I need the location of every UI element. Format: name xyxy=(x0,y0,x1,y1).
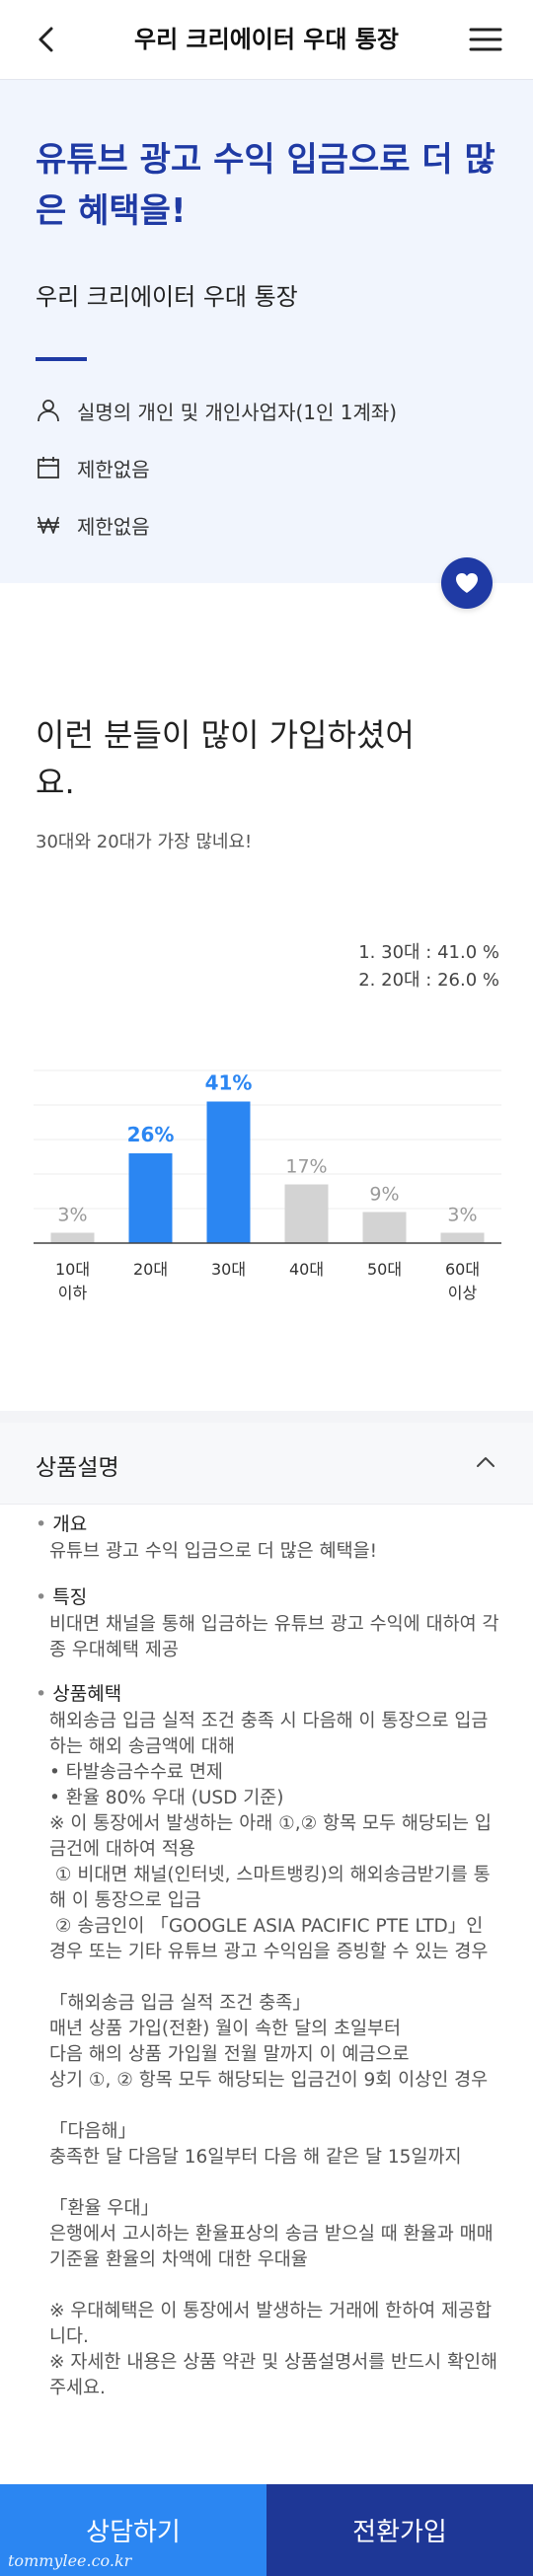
page-title: 우리 크리에이터 우대 통장 xyxy=(134,26,399,53)
chart-data-label: 41% xyxy=(205,1071,253,1095)
product-description-header[interactable]: 상품설명 xyxy=(0,1423,533,1505)
chevron-left-icon[interactable] xyxy=(30,22,65,57)
legend-item-2: 2. 20대 : 26.0 % xyxy=(358,970,499,991)
desc-section-title: 특징 xyxy=(36,1582,499,1612)
chart-category-label: 30대 xyxy=(211,1260,246,1279)
desc-section-title: 상품혜택 xyxy=(36,1679,499,1709)
chart-category-label: 이상 xyxy=(448,1284,478,1302)
chart-category-label: 이하 xyxy=(58,1284,88,1302)
desc-section-text: 비대면 채널을 통해 입금하는 유튜브 광고 수익에 대하여 각종 우대혜택 제… xyxy=(49,1614,499,1660)
heart-icon xyxy=(456,573,478,593)
amount-text: 제한없음 xyxy=(77,514,150,539)
desc-section-overview: 개요 유튜브 광고 수익 입금으로 더 많은 혜택을! xyxy=(36,1509,499,1565)
chart-data-label: 17% xyxy=(285,1156,327,1178)
bottom-cta-bar: 상담하기 전환가입 xyxy=(0,2484,533,2576)
chart-data-label: 26% xyxy=(127,1123,175,1146)
watermark: tommylee.co.kr xyxy=(8,2551,132,2570)
period-text: 제한없음 xyxy=(77,457,150,481)
chart-category-label: 60대 xyxy=(445,1260,480,1279)
chart-data-label: 3% xyxy=(447,1205,477,1226)
product-name: 우리 크리에이터 우대 통장 xyxy=(36,283,298,311)
consult-button[interactable]: 상담하기 xyxy=(0,2484,266,2576)
hamburger-menu-icon[interactable] xyxy=(468,22,503,57)
chart-bar xyxy=(50,1232,95,1243)
period-row: 제한없음 xyxy=(36,453,150,482)
chart-bar xyxy=(284,1184,329,1243)
chart-category-label: 10대 xyxy=(55,1260,90,1279)
desc-section-title: 개요 xyxy=(36,1509,499,1539)
chart-category-label: 50대 xyxy=(367,1260,402,1279)
chart-bar xyxy=(128,1153,173,1243)
hero-headline: 유튜브 광고 수익 입금으로 더 많은 혜택을! xyxy=(36,140,495,231)
convert-signup-button[interactable]: 전환가입 xyxy=(266,2484,533,2576)
chart-data-label: 3% xyxy=(57,1205,87,1226)
product-hero: 유튜브 광고 수익 입금으로 더 많은 혜택을! 우리 크리에이터 우대 통장 … xyxy=(0,80,533,583)
chart-category-label: 20대 xyxy=(133,1260,168,1279)
desc-section-text: 유튜브 광고 수익 입금으로 더 많은 혜택을! xyxy=(49,1541,378,1562)
desc-section-benefits: 상품혜택 해외송금 입금 실적 조건 충족 시 다음해 이 통장으로 입금하는 … xyxy=(36,1679,499,2401)
amount-row: 제한없음 xyxy=(36,510,150,540)
desc-section-features: 특징 비대면 채널을 통해 입금하는 유튜브 광고 수익에 대하여 각종 우대혜… xyxy=(36,1582,499,1663)
stats-heading: 이런 분들이 많이 가입하셨어요. xyxy=(36,716,415,801)
favorite-button[interactable] xyxy=(441,557,493,609)
top-app-bar: 우리 크리에이터 우대 통장 xyxy=(0,0,533,80)
description-title: 상품설명 xyxy=(36,1455,119,1481)
stats-subheading: 30대와 20대가 가장 많네요! xyxy=(36,832,253,852)
calendar-icon xyxy=(38,457,59,478)
chevron-up-icon[interactable] xyxy=(472,1448,499,1476)
eligibility-text: 실명의 개인 및 개인사업자(1인 1계좌) xyxy=(77,400,398,424)
chart-category-label: 40대 xyxy=(289,1260,324,1279)
chart-bar xyxy=(362,1212,407,1243)
desc-section-text: 해외송금 입금 실적 조건 충족 시 다음해 이 통장으로 입금하는 해외 송금… xyxy=(49,1711,498,2398)
chart-legend: 1. 30대 : 41.0 % 2. 20대 : 26.0 % xyxy=(358,939,499,994)
section-divider xyxy=(0,1411,533,1423)
accent-divider xyxy=(36,357,87,361)
chart-bar xyxy=(206,1101,251,1243)
won-icon xyxy=(38,516,59,534)
chart-bar xyxy=(440,1232,485,1243)
chart-data-label: 9% xyxy=(369,1184,399,1206)
legend-item-1: 1. 30대 : 41.0 % xyxy=(358,942,499,963)
person-icon xyxy=(38,400,59,422)
eligibility-row: 실명의 개인 및 개인사업자(1인 1계좌) xyxy=(36,396,397,425)
